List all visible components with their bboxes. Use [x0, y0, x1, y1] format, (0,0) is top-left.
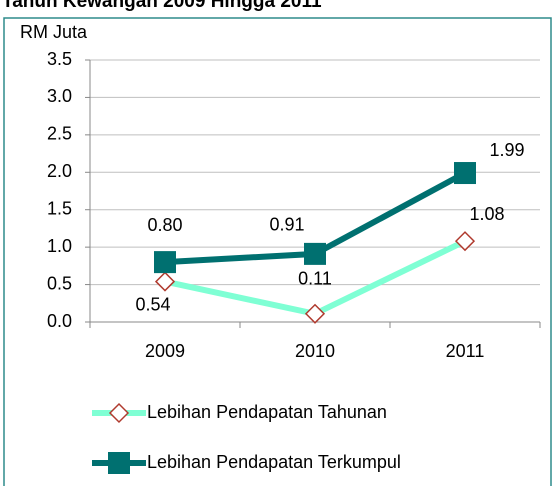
data-label: 1.99: [489, 140, 524, 160]
data-point: [454, 162, 476, 185]
chart-title: Tahun Kewangan 2009 Hingga 2011: [2, 0, 322, 12]
y-tick-label: 1.0: [47, 236, 72, 256]
data-point: [454, 231, 476, 252]
y-tick-label: 2.5: [47, 124, 72, 144]
data-point: [304, 303, 326, 324]
data-point: [154, 271, 176, 292]
data-label: 0.11: [298, 269, 332, 289]
data-label: 0.80: [147, 215, 182, 235]
y-tick-label: 0.0: [47, 311, 72, 331]
y-tick-label: 0.5: [47, 273, 72, 293]
x-tick-label: 2011: [446, 341, 485, 361]
legend-label: Lebihan Pendapatan Terkumpul: [147, 452, 401, 472]
legend-marker: [108, 402, 130, 424]
x-tick-label: 2010: [295, 341, 335, 361]
data-label: 0.54: [135, 294, 170, 314]
data-label: 1.08: [469, 204, 504, 224]
legend-marker: [108, 452, 130, 474]
y-tick-label: 3.5: [47, 49, 72, 69]
data-point: [154, 251, 176, 274]
y-tick-label: 2.0: [47, 161, 72, 181]
x-tick-label: 2009: [145, 341, 185, 361]
legend-label: Lebihan Pendapatan Tahunan: [147, 402, 387, 422]
y-tick-label: 1.5: [47, 198, 72, 218]
y-axis-label: RM Juta: [20, 22, 88, 42]
chart-frame: [3, 17, 552, 486]
data-label: 0.91: [269, 215, 304, 235]
data-point: [304, 242, 326, 265]
y-tick-label: 3.0: [47, 86, 72, 106]
